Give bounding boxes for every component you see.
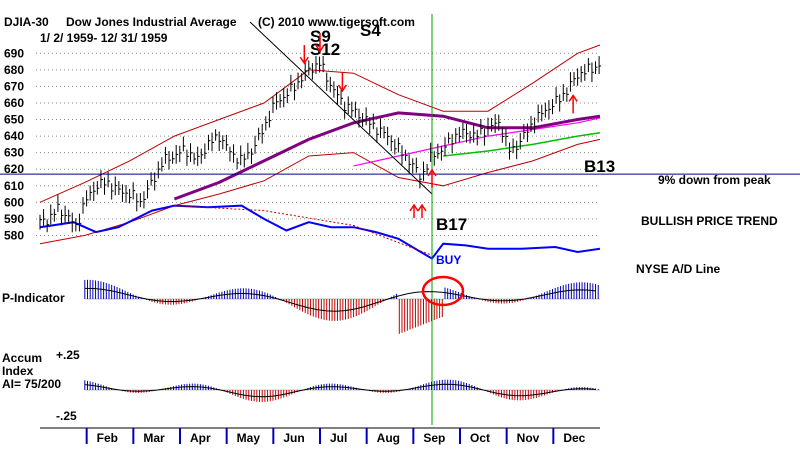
ma-magenta-line (353, 117, 601, 167)
signal-b13: B13 (584, 157, 615, 176)
signal-b17: B17 (436, 215, 467, 234)
buy-arrow-head (568, 94, 578, 102)
y-tick-label: 580 (4, 228, 24, 242)
buy-circle (421, 275, 465, 307)
signal-arrows (299, 33, 578, 218)
buy-arrow-extra-head (417, 203, 427, 212)
month-label: Apr (190, 431, 211, 445)
ad-line (39, 204, 601, 260)
ad-line-label: NYSE A/D Line (636, 262, 721, 276)
price-axis-ticks: 690 680 670 660 650 640 630 620 610 600 590 580 (4, 46, 24, 242)
y-tick-label: 600 (4, 195, 24, 209)
month-label: Nov (517, 431, 540, 445)
y-tick-label: 620 (4, 162, 24, 176)
y-tick-label: 630 (4, 146, 24, 160)
accum-label-1: Accum (2, 351, 42, 365)
month-label: Aug (377, 431, 400, 445)
accum-histogram (84, 379, 599, 402)
copyright: (C) 2010 www.tigersoft.com (258, 15, 415, 29)
accum-plus-label: +.25 (56, 348, 80, 362)
buy-arrow-head (427, 168, 437, 177)
month-label: Oct (470, 431, 490, 445)
y-tick-label: 610 (4, 179, 24, 193)
ma-purple-line (173, 111, 601, 201)
y-tick-label: 670 (4, 79, 24, 93)
p-indicator-histogram (84, 279, 599, 334)
y-tick-label: 690 (4, 46, 24, 60)
y-tick-label: 590 (4, 212, 24, 226)
p-indicator-bar-smooth (84, 287, 596, 312)
buy-label: BUY (436, 253, 461, 267)
month-label: Jun (283, 431, 304, 445)
price-bars (39, 55, 602, 233)
y-tick-label: 640 (4, 129, 24, 143)
ma-green-line (443, 132, 601, 157)
y-tick-label: 660 (4, 96, 24, 110)
buy-arrow-extra-head (409, 203, 419, 212)
trend-diagonal (249, 21, 433, 195)
sell-arrow-head (315, 44, 325, 53)
y-tick-label: 650 (4, 113, 24, 127)
y-tick-label: 680 (4, 63, 24, 77)
lower-band-line (39, 138, 601, 245)
symbol-label: DJIA-30 (4, 15, 49, 29)
month-axis: Feb Mar Apr May Jun Jul Aug Sep Oct Nov Dec (40, 427, 600, 445)
accum-ai-label: AI= 75/200 (2, 377, 61, 391)
month-label: May (237, 431, 261, 445)
accum-label-2: Index (2, 364, 34, 378)
sell-arrow-head (299, 56, 309, 65)
month-label: Sep (423, 431, 445, 445)
ad-line-layer (39, 21, 601, 260)
sell-arrow-head (337, 84, 348, 93)
bands-and-averages (39, 44, 601, 245)
date-range: 1/ 2/ 1959- 12/ 31/ 1959 (40, 31, 168, 45)
accum-minus-label: -.25 (56, 409, 77, 423)
month-label: Dec (563, 431, 585, 445)
nine-percent-label: 9% down from peak (658, 173, 771, 187)
ad-trend-line (174, 205, 433, 256)
signal-s12: S12 (310, 40, 340, 59)
month-label: Mar (143, 431, 165, 445)
signal-s4: S4 (360, 21, 381, 40)
bullish-trend-label: BULLISH PRICE TREND (641, 214, 778, 228)
month-label: Feb (97, 431, 118, 445)
upper-band-line (39, 44, 601, 203)
month-label: Jul (330, 431, 347, 445)
price-gridlines (36, 52, 600, 236)
accum-bar-smooth (84, 383, 596, 398)
p-indicator-label: P-Indicator (2, 291, 65, 305)
index-name: Dow Jones Industrial Average (66, 15, 237, 29)
